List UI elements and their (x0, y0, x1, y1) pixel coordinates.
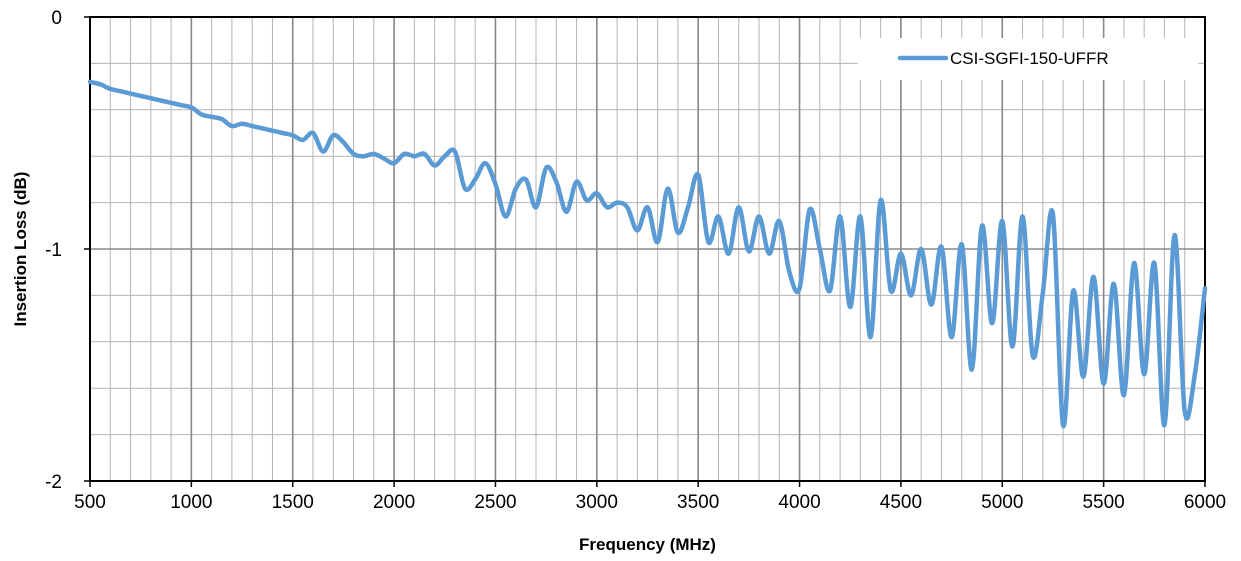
x-tick-label: 2000 (373, 492, 415, 513)
x-axis-ticks: 500 1000 1500 2000 2500 3000 3500 4000 4500 5000 5… (74, 481, 1226, 513)
x-tick-label: 5000 (981, 492, 1023, 513)
y-tick-label: 0 (51, 8, 62, 29)
y-tick-label: -2 (45, 472, 62, 493)
y-axis-ticks: 0 -1 -2 (45, 8, 90, 493)
y-axis-title: Insertion Loss (dB) (11, 172, 30, 327)
x-tick-label: 4500 (880, 492, 922, 513)
x-tick-label: 3500 (677, 492, 719, 513)
x-tick-label: 1500 (272, 492, 314, 513)
x-tick-label: 1000 (170, 492, 212, 513)
y-tick-label: -1 (45, 240, 62, 261)
legend: CSI-SGFI-150-UFFR (858, 38, 1198, 80)
x-tick-label: 3000 (576, 492, 618, 513)
x-tick-label: 500 (74, 492, 106, 513)
x-tick-label: 5500 (1082, 492, 1124, 513)
x-tick-label: 6000 (1184, 492, 1226, 513)
x-tick-label: 4000 (778, 492, 820, 513)
series-layer (87, 79, 1208, 428)
legend-label: CSI-SGFI-150-UFFR (950, 49, 1109, 68)
series-line-0 (87, 79, 1208, 428)
x-tick-label: 2500 (474, 492, 516, 513)
x-axis-title: Frequency (MHz) (579, 535, 716, 554)
